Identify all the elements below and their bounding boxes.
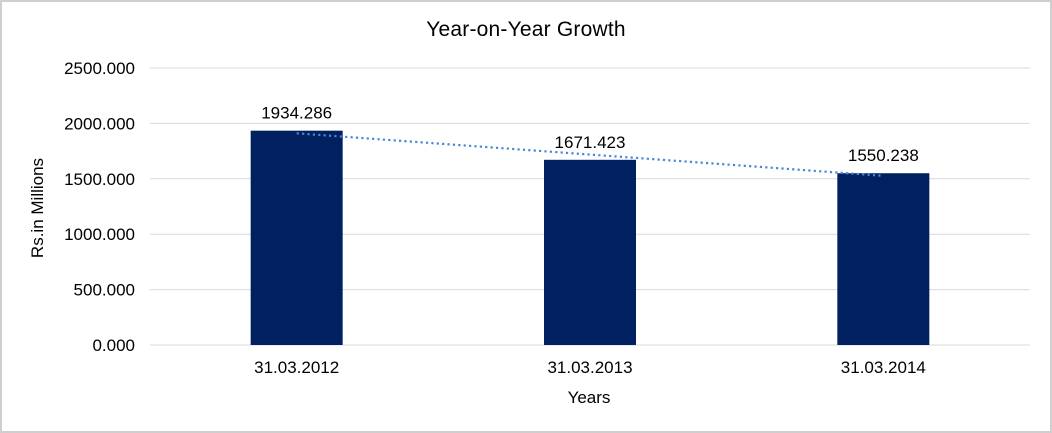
- y-tick-label: 500.000: [74, 281, 135, 300]
- y-tick-label: 2500.000: [64, 59, 135, 78]
- bar-data-label: 1671.423: [555, 133, 626, 152]
- bar-data-label: 1550.238: [848, 146, 919, 165]
- x-category-label: 31.03.2013: [547, 358, 632, 377]
- trendline: [296, 132, 884, 177]
- bar: [544, 159, 636, 345]
- bar: [837, 173, 930, 345]
- x-axis-title: Years: [567, 388, 611, 407]
- bar: [250, 130, 343, 345]
- chart-title: Year-on-Year Growth: [426, 18, 626, 41]
- y-tick-label: 1500.000: [64, 170, 135, 189]
- x-category-label: 31.03.2014: [841, 358, 926, 377]
- y-tick-label: 0.000: [92, 336, 135, 355]
- y-tick-label: 1000.000: [64, 225, 135, 244]
- y-tick-label: 2000.000: [64, 114, 135, 133]
- bar-data-label: 1934.286: [261, 104, 332, 123]
- x-category-label: 31.03.2012: [254, 358, 339, 377]
